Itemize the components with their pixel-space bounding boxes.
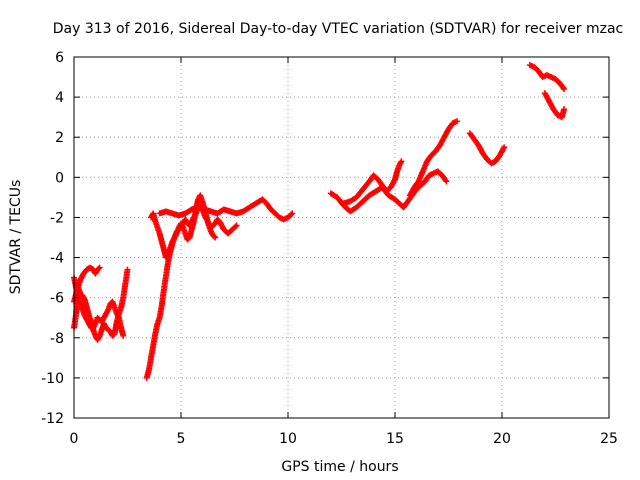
y-tick-label: -8: [50, 331, 64, 347]
data-point-marker: [288, 211, 295, 218]
data-point-marker: [120, 332, 127, 339]
x-tick-label: 0: [70, 431, 79, 447]
y-tick-label: -10: [41, 371, 64, 387]
chart-title: Day 313 of 2016, Sidereal Day-to-day VTE…: [53, 21, 623, 37]
y-tick-label: 2: [55, 130, 64, 146]
data-point-marker: [443, 178, 450, 185]
data-point-marker: [212, 234, 219, 241]
y-tick-label: -2: [50, 210, 64, 226]
y-tick-label: 4: [55, 90, 64, 106]
data-point-marker: [95, 265, 102, 272]
data-point-marker: [560, 84, 567, 91]
y-axis-label: SDTVAR / TECUs: [8, 180, 24, 295]
data-point-marker: [454, 118, 461, 125]
data-point-marker: [211, 233, 218, 240]
data-point-marker: [561, 106, 568, 113]
y-tick-label: -4: [50, 251, 64, 267]
data-point-marker: [442, 177, 449, 184]
y-tick-label: -12: [41, 411, 64, 427]
data-points: [71, 62, 568, 381]
data-point-marker: [96, 264, 103, 271]
axis-ticks: 0 5 10 15 20 25 -12 -10 -8 -6 -4 -2 0 2 4 6: [41, 50, 618, 447]
x-tick-label: 15: [386, 431, 404, 447]
plot-frame: [73, 56, 610, 419]
x-tick-label: 10: [279, 431, 297, 447]
y-tick-label: 0: [55, 170, 64, 186]
x-tick-label: 20: [493, 431, 511, 447]
x-tick-label: 5: [177, 431, 186, 447]
data-point-marker: [124, 266, 131, 273]
data-point-marker: [289, 210, 296, 217]
data-point-marker: [561, 86, 568, 93]
data-point-marker: [233, 222, 240, 229]
data-point-marker: [232, 223, 239, 230]
grid-lines: [74, 57, 609, 418]
data-point-marker: [501, 144, 508, 151]
x-tick-label: 25: [600, 431, 618, 447]
y-tick-label: 6: [55, 50, 64, 66]
x-axis-label: GPS time / hours: [281, 459, 398, 475]
y-tick-label: -6: [50, 291, 64, 307]
data-point-marker: [398, 158, 405, 165]
